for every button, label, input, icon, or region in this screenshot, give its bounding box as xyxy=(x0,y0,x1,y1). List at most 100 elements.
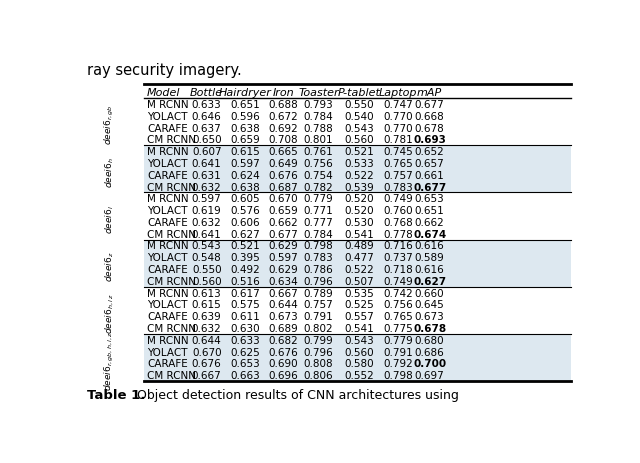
Text: 0.672: 0.672 xyxy=(269,112,298,121)
Text: CM RCNN: CM RCNN xyxy=(147,370,196,380)
Text: 0.662: 0.662 xyxy=(415,218,445,227)
Text: 0.617: 0.617 xyxy=(230,288,260,298)
Text: 0.778: 0.778 xyxy=(383,229,413,239)
Text: P-tablet: P-tablet xyxy=(338,88,381,98)
Text: 0.633: 0.633 xyxy=(192,100,221,110)
Text: 0.550: 0.550 xyxy=(192,264,221,275)
Text: 0.632: 0.632 xyxy=(192,182,221,192)
Text: 0.533: 0.533 xyxy=(344,159,374,169)
Text: 0.689: 0.689 xyxy=(269,323,298,333)
Text: Table 1.: Table 1. xyxy=(88,388,146,401)
Text: 0.798: 0.798 xyxy=(304,241,333,251)
Text: 0.667: 0.667 xyxy=(269,288,298,298)
Text: YOLACT: YOLACT xyxy=(147,206,188,216)
Text: 0.784: 0.784 xyxy=(304,229,333,239)
Text: 0.522: 0.522 xyxy=(344,170,374,180)
Text: CARAFE: CARAFE xyxy=(147,123,188,133)
Text: 0.770: 0.770 xyxy=(383,123,413,133)
Text: 0.742: 0.742 xyxy=(383,288,413,298)
Text: 0.611: 0.611 xyxy=(230,312,260,321)
Text: 0.674: 0.674 xyxy=(413,229,446,239)
Text: 0.641: 0.641 xyxy=(192,229,221,239)
Text: 0.540: 0.540 xyxy=(344,112,374,121)
Text: 0.606: 0.606 xyxy=(230,218,260,227)
Text: YOLACT: YOLACT xyxy=(147,253,188,263)
Text: 0.492: 0.492 xyxy=(230,264,260,275)
Text: 0.615: 0.615 xyxy=(230,147,260,157)
Text: 0.552: 0.552 xyxy=(344,370,374,380)
Text: 0.634: 0.634 xyxy=(269,276,298,286)
Text: CARAFE: CARAFE xyxy=(147,218,188,227)
Text: 0.765: 0.765 xyxy=(383,159,413,169)
Text: 0.651: 0.651 xyxy=(230,100,260,110)
Text: 0.607: 0.607 xyxy=(192,147,221,157)
Text: 0.653: 0.653 xyxy=(230,359,260,369)
Text: 0.688: 0.688 xyxy=(269,100,298,110)
Text: 0.756: 0.756 xyxy=(304,159,333,169)
Text: M RCNN: M RCNN xyxy=(147,147,189,157)
Text: 0.673: 0.673 xyxy=(269,312,298,321)
Text: 0.489: 0.489 xyxy=(344,241,374,251)
Text: CM RCNN: CM RCNN xyxy=(147,182,196,192)
Text: M RCNN: M RCNN xyxy=(147,288,189,298)
Text: M RCNN: M RCNN xyxy=(147,335,189,345)
Text: 0.760: 0.760 xyxy=(383,206,413,216)
Text: 0.770: 0.770 xyxy=(383,112,413,121)
Text: 0.619: 0.619 xyxy=(192,206,221,216)
Text: 0.668: 0.668 xyxy=(415,112,445,121)
Text: 0.680: 0.680 xyxy=(415,335,445,345)
Bar xyxy=(145,264,571,275)
Text: 0.650: 0.650 xyxy=(192,135,221,145)
Text: CARAFE: CARAFE xyxy=(147,359,188,369)
Text: 0.667: 0.667 xyxy=(192,370,221,380)
Text: 0.539: 0.539 xyxy=(344,182,374,192)
Text: YOLACT: YOLACT xyxy=(147,112,188,121)
Text: 0.662: 0.662 xyxy=(269,218,298,227)
Text: 0.788: 0.788 xyxy=(304,123,333,133)
Text: 0.768: 0.768 xyxy=(383,218,413,227)
Text: 0.718: 0.718 xyxy=(383,264,413,275)
Text: 0.660: 0.660 xyxy=(415,288,445,298)
Text: 0.682: 0.682 xyxy=(269,335,298,345)
Text: 0.575: 0.575 xyxy=(230,300,260,310)
Text: 0.589: 0.589 xyxy=(415,253,445,263)
Text: 0.765: 0.765 xyxy=(383,312,413,321)
Text: 0.756: 0.756 xyxy=(383,300,413,310)
Text: 0.792: 0.792 xyxy=(383,359,413,369)
Text: 0.543: 0.543 xyxy=(344,123,374,133)
Text: 0.627: 0.627 xyxy=(230,229,260,239)
Text: 0.550: 0.550 xyxy=(344,100,374,110)
Text: 0.541: 0.541 xyxy=(344,229,374,239)
Text: 0.576: 0.576 xyxy=(230,206,260,216)
Text: 0.543: 0.543 xyxy=(192,241,221,251)
Text: 0.761: 0.761 xyxy=(304,147,333,157)
Text: 0.548: 0.548 xyxy=(192,253,221,263)
Text: 0.779: 0.779 xyxy=(383,335,413,345)
Text: 0.633: 0.633 xyxy=(230,335,260,345)
Text: 0.670: 0.670 xyxy=(192,347,221,357)
Bar xyxy=(145,170,571,181)
Text: Bottle: Bottle xyxy=(190,88,223,98)
Text: CM RCNN: CM RCNN xyxy=(147,323,196,333)
Text: 0.693: 0.693 xyxy=(413,135,446,145)
Text: 0.708: 0.708 xyxy=(269,135,298,145)
Text: 0.507: 0.507 xyxy=(344,276,374,286)
Text: 0.697: 0.697 xyxy=(415,370,445,380)
Bar xyxy=(145,346,571,358)
Text: 0.631: 0.631 xyxy=(192,170,221,180)
Text: 0.639: 0.639 xyxy=(192,312,221,321)
Text: 0.676: 0.676 xyxy=(269,347,298,357)
Text: 0.632: 0.632 xyxy=(192,323,221,333)
Bar xyxy=(145,158,571,170)
Text: 0.692: 0.692 xyxy=(269,123,298,133)
Text: 0.521: 0.521 xyxy=(344,147,374,157)
Text: 0.690: 0.690 xyxy=(269,359,298,369)
Text: ray security imagery.: ray security imagery. xyxy=(88,63,242,78)
Text: 0.659: 0.659 xyxy=(230,135,260,145)
Text: M RCNN: M RCNN xyxy=(147,194,189,204)
Text: 0.657: 0.657 xyxy=(415,159,445,169)
Text: 0.775: 0.775 xyxy=(383,323,413,333)
Text: 0.782: 0.782 xyxy=(304,182,333,192)
Text: 0.616: 0.616 xyxy=(415,264,445,275)
Text: 0.754: 0.754 xyxy=(304,170,333,180)
